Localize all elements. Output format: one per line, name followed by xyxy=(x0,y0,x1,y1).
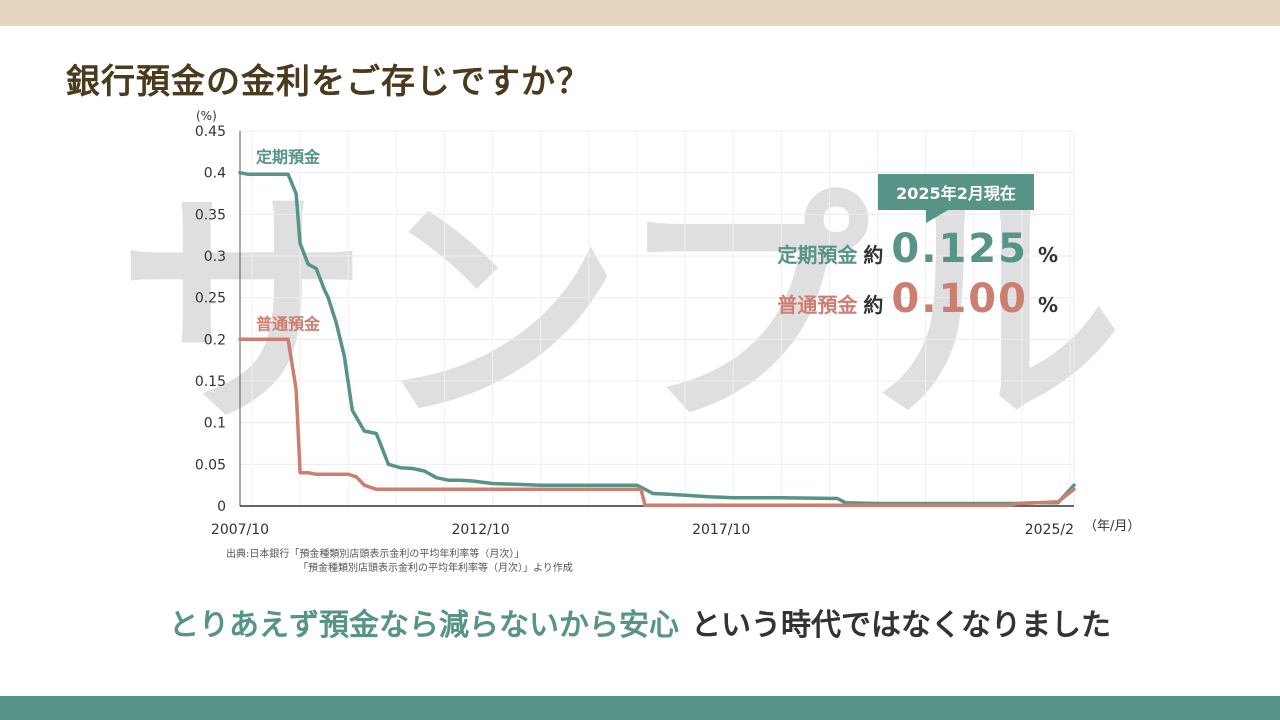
y-tick-label: 0.3 xyxy=(204,249,226,265)
series-name-label: 定期預金 xyxy=(255,148,321,167)
axis-layer: 0 0.05 0.1 0.15 0.2 0.25 0.3 0.35 0.4 0.45(%) 2007… xyxy=(195,109,1141,538)
y-tick-label: 0.35 xyxy=(195,207,226,223)
chart-source: 出典:日本銀行「預金種類別店頭表示金利の平均年利率等（月次）」 「預金種類別店頭… xyxy=(226,548,573,576)
slide-title: 銀行預金の金利をご存じですか？ xyxy=(66,62,591,102)
rate-name: 定期預金 xyxy=(777,243,858,267)
x-tick-label: 2012/10 xyxy=(451,522,509,538)
rate-unit: % xyxy=(1037,243,1058,267)
source-line-1: 出典:日本銀行「預金種類別店頭表示金利の平均年利率等（月次）」 xyxy=(226,549,525,560)
message-highlight: とりあえず預金なら減らないから安心 xyxy=(169,608,679,643)
rate-row-ordinary-deposit: 普通預金 約 0.100 % xyxy=(777,276,1058,322)
series-layer xyxy=(238,170,1076,507)
series-line xyxy=(238,337,1076,507)
rate-approx: 約 xyxy=(863,293,884,317)
y-tick-label: 0.25 xyxy=(195,291,226,307)
y-tick-label: 0.15 xyxy=(195,374,226,390)
x-tick-label: 2007/10 xyxy=(211,522,269,538)
x-tick-label: 2017/10 xyxy=(692,522,750,538)
top-band xyxy=(0,0,1280,26)
rate-name: 普通預金 xyxy=(777,293,858,317)
y-tick-label: 0.1 xyxy=(204,416,226,432)
rate-row-time-deposit: 定期預金 約 0.125 % xyxy=(777,226,1058,272)
rate-unit: % xyxy=(1037,293,1058,317)
x-tick-label: 2025/2 xyxy=(1025,522,1074,538)
grid-layer xyxy=(240,130,1075,506)
x-axis-unit: （年/月） xyxy=(1084,519,1140,534)
bottom-band xyxy=(0,696,1280,720)
y-tick-label: 0 xyxy=(217,499,226,515)
y-tick-label: 0.05 xyxy=(195,457,226,473)
y-tick-label: 0.2 xyxy=(204,332,226,348)
message-rest: という時代ではなくなりました xyxy=(691,608,1111,643)
source-line-2: 「預金種類別店頭表示金利の平均年利率等（月次）」より作成 xyxy=(298,563,573,574)
y-tick-label: 0.4 xyxy=(204,166,226,182)
y-axis-label: (%) xyxy=(196,109,217,123)
series-line xyxy=(238,170,1076,506)
rate-approx: 約 xyxy=(863,243,884,267)
date-badge: 2025年2月現在 xyxy=(878,174,1034,223)
bottom-message: とりあえず預金なら減らないから安心 という時代ではなくなりました xyxy=(0,600,1280,644)
rate-value: 0.125 xyxy=(891,226,1028,272)
series-name-label: 普通預金 xyxy=(256,314,321,333)
rate-value: 0.100 xyxy=(891,276,1028,322)
y-tick-label: 0.45 xyxy=(195,124,226,140)
